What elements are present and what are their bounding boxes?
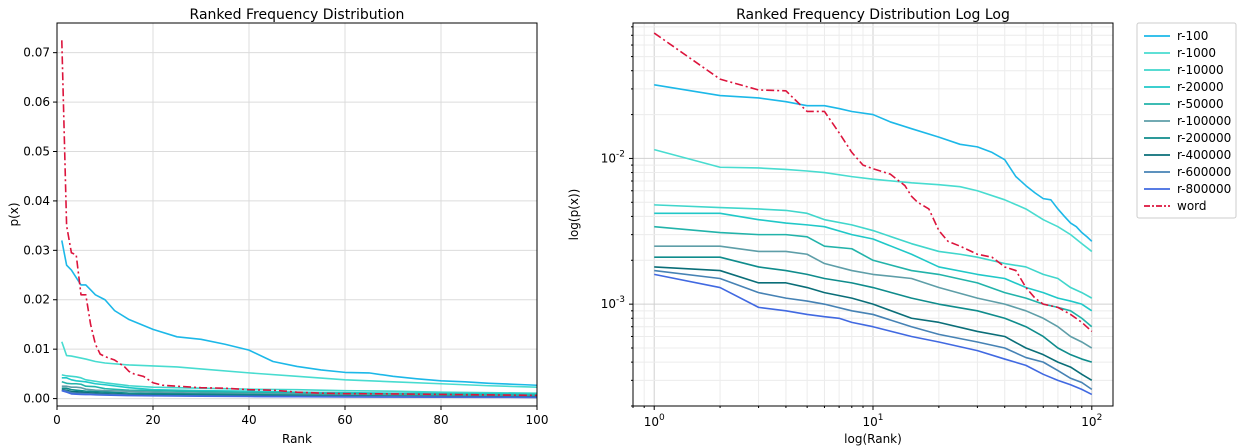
x-tick-label: 40: [241, 413, 256, 427]
series-line-word: [653, 32, 1093, 333]
series-line-r-20000: [654, 212, 1093, 312]
legend-item: r-100: [1144, 29, 1208, 43]
y-axis-label: p(x): [7, 202, 21, 226]
series-line-r-200000: [654, 256, 1093, 363]
x-tick-label: 102: [1081, 413, 1102, 429]
x-axis-label: log(Rank): [844, 432, 902, 446]
legend-box: [1136, 22, 1237, 219]
y-tick-label: 0.04: [23, 194, 50, 208]
y-tick-label: 10-2: [601, 149, 625, 165]
series-line-r-10000: [654, 204, 1093, 299]
series-group: [61, 40, 538, 399]
legend-item: r-400000: [1144, 148, 1231, 162]
x-tick-label: 20: [145, 413, 160, 427]
legend-label: r-50000: [1177, 97, 1224, 111]
ticks: 100 101 102 10-3 10-2: [601, 26, 1102, 429]
chart-title: Ranked Frequency Distribution: [190, 7, 405, 23]
x-tick-label: 101: [862, 413, 883, 429]
legend-label: r-400000: [1177, 148, 1231, 162]
y-tick-label: 0.00: [23, 392, 50, 406]
legend-item: r-600000: [1144, 165, 1231, 179]
series-line-r-800000: [61, 389, 538, 399]
x-tick-label: 0: [53, 413, 61, 427]
legend-item: r-10000: [1144, 63, 1224, 77]
y-tick-label: 0.06: [23, 95, 50, 109]
x-tick-label: 100: [526, 413, 549, 427]
legend: r-100 r-1000 r-10000 r-20000 r-50000 r-100000…: [1136, 22, 1237, 219]
series-line-r-1000: [653, 148, 1093, 253]
legend-label: r-1000: [1177, 46, 1216, 60]
y-axis-label: log(p(x)): [567, 189, 581, 241]
plot-frame: [56, 22, 538, 407]
ticks: 0 20 40 60 80 100 0.00 0.01 0.02 0.03 0.04 0.05 0.06…: [23, 46, 548, 427]
legend-label: r-100000: [1177, 114, 1231, 128]
legend-item: r-100000: [1144, 114, 1231, 128]
legend-label: r-200000: [1177, 131, 1231, 145]
series-line-r-800000: [654, 273, 1093, 396]
legend-item: r-50000: [1144, 97, 1224, 111]
series-line-r-100000: [654, 245, 1093, 349]
legend-label: r-800000: [1177, 182, 1231, 196]
series-line-r-100: [654, 84, 1093, 242]
x-tick-label: 60: [337, 413, 352, 427]
chart-ranked-frequency-loglog: Ranked Frequency Distribution Log Log 10…: [567, 7, 1114, 446]
series-line-r-400000: [654, 266, 1093, 382]
chart-title: Ranked Frequency Distribution Log Log: [736, 7, 1010, 23]
x-tick-label: 100: [644, 413, 665, 429]
legend-item: r-200000: [1144, 131, 1231, 145]
x-axis-label: Rank: [282, 432, 312, 446]
legend-label: r-100: [1177, 29, 1208, 43]
legend-label: r-600000: [1177, 165, 1231, 179]
legend-item: r-800000: [1144, 182, 1231, 196]
series-line-r-1000: [61, 341, 538, 389]
series-line-r-10000: [61, 374, 538, 394]
grid: [56, 23, 538, 406]
legend-label: r-10000: [1177, 63, 1224, 77]
legend-item: r-20000: [1144, 80, 1224, 94]
series-line-r-50000: [61, 381, 538, 396]
legend-item: word: [1144, 199, 1207, 213]
legend-item: r-1000: [1144, 46, 1216, 60]
series-line-r-100: [61, 240, 538, 387]
series-line-word: [61, 40, 538, 397]
chart-ranked-frequency: Ranked Frequency Distribution 0 20 40 60 80 1…: [7, 7, 548, 446]
x-tick-label: 80: [433, 413, 448, 427]
y-tick-label: 0.07: [23, 46, 50, 60]
legend-label: word: [1177, 199, 1207, 213]
y-tick-label: 0.05: [23, 144, 50, 158]
y-tick-label: 0.02: [23, 293, 50, 307]
y-tick-label: 10-3: [601, 295, 625, 311]
y-tick-label: 0.01: [23, 342, 50, 356]
grid: [632, 23, 1113, 407]
series-line-r-600000: [654, 269, 1093, 391]
series-line-r-100000: [61, 385, 538, 397]
legend-label: r-20000: [1177, 80, 1224, 94]
y-tick-label: 0.03: [23, 243, 50, 257]
series-group: [653, 32, 1093, 396]
